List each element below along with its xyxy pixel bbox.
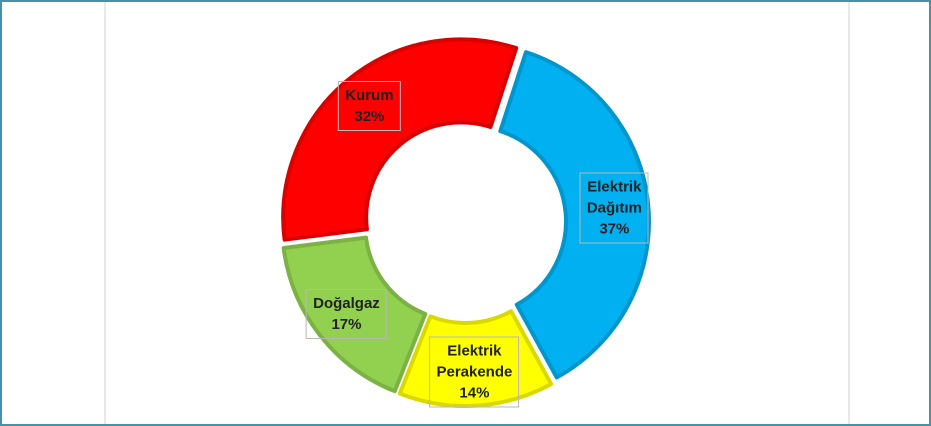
data-label: Doğalgaz 17% [306, 288, 387, 339]
category-label: Elektrik Dağıtım [586, 178, 642, 217]
value-label: 37% [599, 220, 630, 238]
value-label: 32% [354, 108, 385, 126]
data-label: Elektrik Perakende 14% [429, 336, 520, 408]
donut-segment [498, 50, 651, 380]
category-label: Kurum [345, 87, 394, 105]
donut-segment [397, 309, 554, 408]
category-label: Elektrik Perakende [436, 342, 513, 381]
data-label: Kurum 32% [338, 81, 401, 132]
value-label: 14% [459, 384, 490, 402]
category-label: Doğalgaz [313, 294, 380, 312]
data-label: Elektrik Dağıtım 37% [579, 172, 649, 244]
donut-segment [281, 235, 428, 394]
value-label: 17% [331, 315, 362, 333]
donut-segment [281, 37, 519, 242]
